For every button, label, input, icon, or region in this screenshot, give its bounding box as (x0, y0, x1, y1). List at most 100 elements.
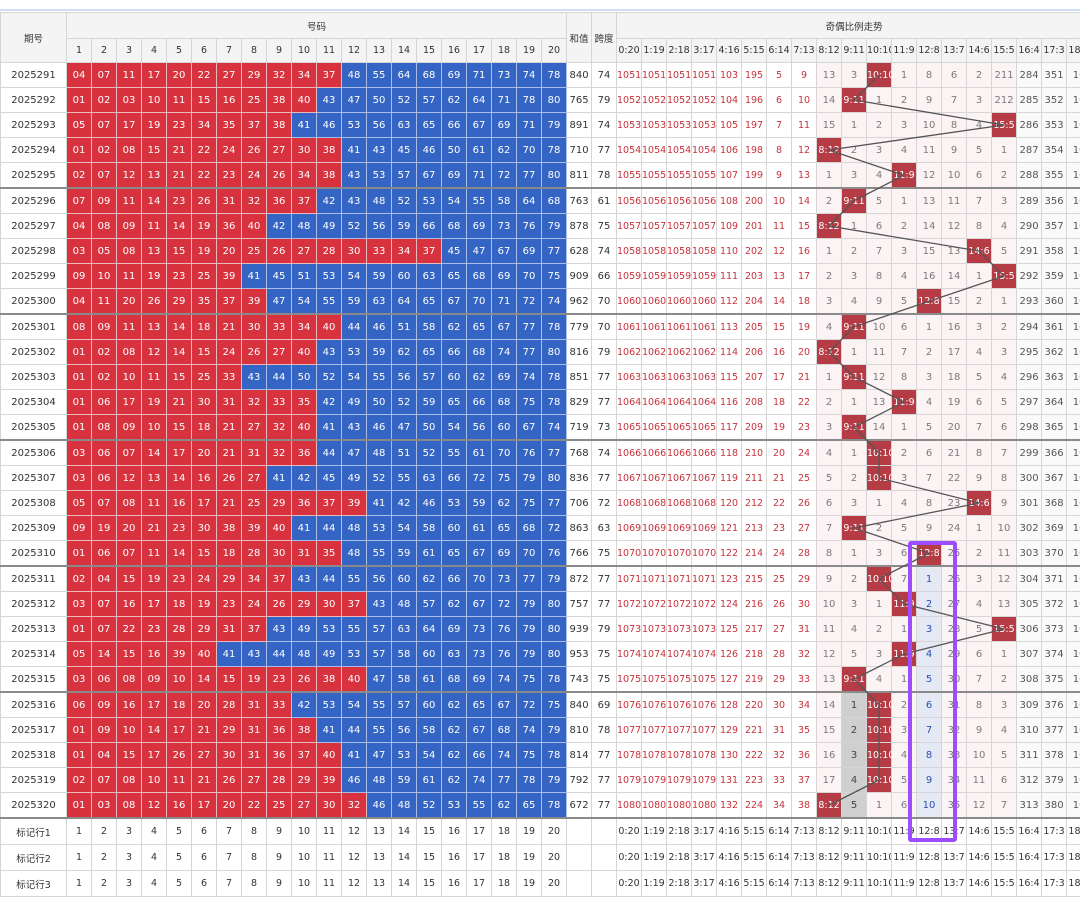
number-ball: 58 (416, 515, 442, 541)
number-ball: 27 (216, 62, 242, 88)
ratio-miss: 6 (891, 792, 918, 819)
number-ball: 09 (91, 717, 117, 743)
ratio-miss: 1 (866, 591, 893, 617)
ratio-miss: 14 (791, 187, 818, 214)
number-ball: 03 (66, 238, 92, 264)
number-ball: 10 (91, 263, 117, 289)
ratio-miss: 30 (791, 591, 818, 617)
number-ball: 65 (466, 691, 492, 718)
ratio-miss: 1075 (616, 666, 643, 693)
number-ball: 04 (66, 288, 92, 315)
number-ball: 77 (540, 490, 568, 516)
sum: 792 (566, 767, 593, 793)
number-ball: 73 (491, 62, 517, 88)
number-ball: 37 (266, 565, 292, 592)
ratio-miss: 206 (741, 339, 768, 365)
ratio-miss: 113 (716, 313, 743, 340)
ratio-miss: 11 (766, 213, 793, 239)
ratio-miss: 12 (916, 162, 943, 189)
number-ball: 21 (216, 414, 242, 441)
ratio-miss: 301 (1016, 490, 1043, 516)
number-ball: 07 (91, 591, 117, 617)
number-ball: 07 (91, 162, 117, 189)
ratio-miss: 15 (766, 313, 793, 340)
ratio-miss: 1055 (641, 162, 668, 189)
ratio-miss: 1063 (616, 364, 643, 390)
ratio-miss: 1073 (641, 616, 668, 642)
number-ball: 39 (216, 263, 242, 289)
ratio-miss: 34 (766, 792, 793, 819)
span: 79 (591, 339, 618, 365)
sum: 779 (566, 313, 593, 340)
ratio-miss: 223 (741, 767, 768, 793)
number-ball: 66 (441, 565, 467, 592)
issue: 2025310 (0, 540, 67, 567)
sum: 672 (566, 792, 593, 819)
number-ball: 36 (291, 439, 317, 466)
footer-ratio: 4:16 (716, 844, 743, 871)
number-ball: 73 (491, 565, 517, 592)
number-ball: 73 (466, 616, 492, 642)
sum: 891 (566, 112, 593, 138)
number-ball: 63 (416, 465, 442, 491)
ratio-hit: 9:11 (841, 666, 868, 693)
footer-ratio: 10:10 (866, 817, 893, 845)
number-ball: 19 (141, 565, 167, 592)
sum: 766 (566, 540, 593, 567)
number-ball: 41 (266, 465, 292, 491)
ratio-miss: 9 (916, 767, 943, 793)
data-row: 2025304 01 06 17 19 21 30 31 32 33 35 42 49 50 52 59 65 6… (0, 389, 1080, 415)
number-ball: 43 (316, 339, 342, 365)
footer-ratio: 12:8 (916, 870, 943, 897)
number-ball: 59 (341, 288, 367, 315)
number-ball: 30 (191, 515, 217, 541)
number-ball: 67 (491, 238, 517, 264)
number-ball: 70 (516, 540, 542, 567)
number-ball: 41 (291, 112, 317, 138)
ratio-miss: 1077 (666, 717, 693, 743)
number-ball: 59 (391, 213, 417, 239)
number-ball: 38 (291, 717, 317, 743)
ratio-miss: 1070 (666, 540, 693, 567)
ratio-miss: 293 (1016, 288, 1043, 315)
footer-ratio: 10:10 (866, 844, 893, 871)
ratio-miss: 27 (791, 515, 818, 541)
footer-number: 10 (291, 844, 317, 871)
number-ball: 48 (291, 641, 317, 667)
ratio-miss: 373 (1041, 616, 1068, 642)
number-ball: 79 (540, 767, 568, 793)
number-ball: 75 (540, 691, 568, 718)
ratio-miss: 10 (1066, 339, 1080, 365)
data-row: 2025306 03 06 07 14 17 20 21 31 32 36 44 47 48 51 52 55 6… (0, 439, 1080, 466)
footer-number: 8 (241, 870, 267, 897)
ratio-miss: 10 (1066, 62, 1080, 88)
ratio-miss: 103 (716, 62, 743, 88)
ratio-miss: 1072 (666, 591, 693, 617)
ratio-miss: 1073 (666, 616, 693, 642)
number-ball: 03 (116, 87, 142, 113)
ratio-miss: 7 (891, 339, 918, 365)
ratio-miss: 4 (866, 666, 893, 693)
number-ball: 08 (116, 792, 142, 819)
ratio-col-header: 13:7 (941, 38, 968, 63)
number-ball: 21 (141, 515, 167, 541)
number-ball: 23 (216, 591, 242, 617)
ratio-miss: 2 (966, 288, 993, 315)
number-ball: 36 (266, 717, 292, 743)
ratio-miss: 1071 (666, 565, 693, 592)
number-ball: 63 (441, 641, 467, 667)
ratio-miss: 5 (991, 742, 1018, 768)
ratio-miss: 107 (716, 162, 743, 189)
number-col-header: 6 (191, 38, 217, 63)
number-ball: 69 (491, 540, 517, 567)
span: 75 (591, 213, 618, 239)
ratio-miss: 378 (1041, 742, 1068, 768)
number-ball: 10 (116, 717, 142, 743)
footer-ratio: 7:13 (791, 870, 818, 897)
ratio-miss: 1064 (616, 389, 643, 415)
ratio-miss: 1061 (691, 313, 718, 340)
number-ball: 39 (241, 515, 267, 541)
number-col-header: 5 (166, 38, 192, 63)
number-ball: 69 (441, 62, 467, 88)
number-ball: 24 (191, 565, 217, 592)
